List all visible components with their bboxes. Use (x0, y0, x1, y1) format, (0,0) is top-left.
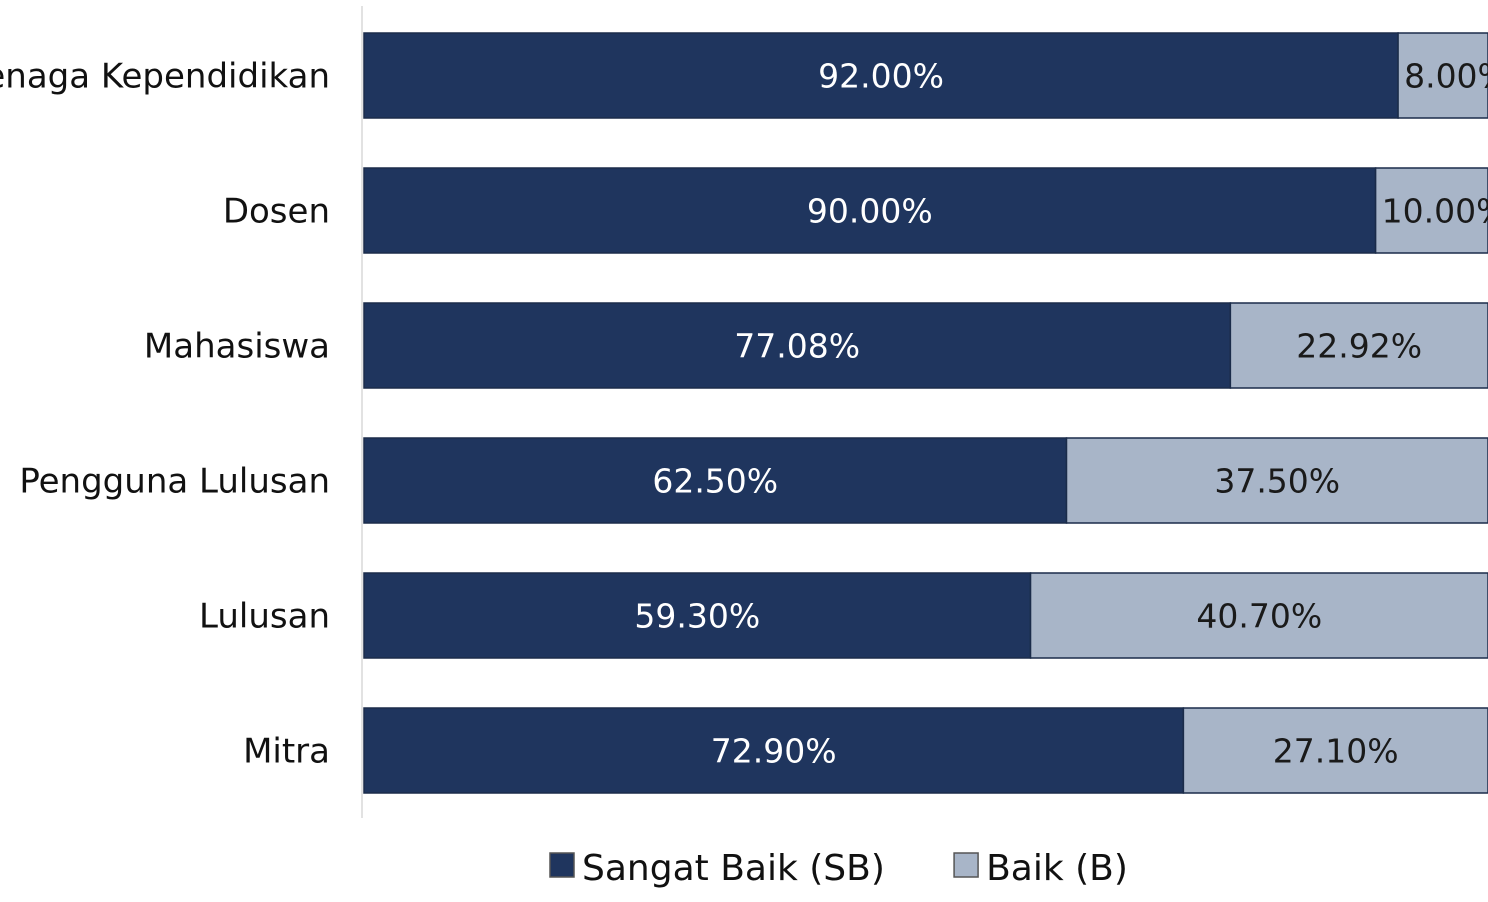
data-label-lulusan-sangat-baik: 59.30% (634, 596, 760, 635)
legend-label-sangat-baik: Sangat Baik (SB) (582, 848, 885, 889)
category-labels: Tenaga Kependidikan Dosen Mahasiswa Penggun… (0, 57, 330, 772)
data-label-mitra-baik: 27.10% (1273, 731, 1399, 770)
category-label-tenaga-kependidikan: Tenaga Kependidikan (0, 57, 330, 97)
data-label-mahasiswa-baik: 22.92% (1296, 326, 1422, 365)
data-label-tenaga-kependidikan-baik: 8.00% (1404, 56, 1488, 95)
legend-swatch-baik (954, 853, 978, 877)
data-label-dosen-sangat-baik: 90.00% (807, 191, 933, 230)
data-label-mitra-sangat-baik: 72.90% (711, 731, 837, 770)
data-label-dosen-baik: 10.00% (1382, 191, 1488, 230)
legend-swatch-sangat-baik (550, 853, 574, 877)
data-label-pengguna-lulusan-baik: 37.50% (1214, 461, 1340, 500)
category-label-dosen: Dosen (223, 192, 330, 232)
category-label-pengguna-lulusan: Pengguna Lulusan (19, 462, 330, 502)
data-label-lulusan-baik: 40.70% (1196, 596, 1322, 635)
bars-layer: 92.00% 8.00% 90.00% 10.00% 77.08% 22.92% 62.50… (364, 33, 1488, 793)
category-label-mitra: Mitra (243, 732, 330, 772)
data-label-tenaga-kependidikan-sangat-baik: 92.00% (818, 56, 944, 95)
legend: Sangat Baik (SB) Baik (B) (550, 848, 1128, 889)
data-label-pengguna-lulusan-sangat-baik: 62.50% (652, 461, 778, 500)
category-label-mahasiswa: Mahasiswa (144, 327, 330, 367)
category-label-lulusan: Lulusan (199, 597, 330, 637)
legend-label-baik: Baik (B) (986, 848, 1128, 889)
data-label-mahasiswa-sangat-baik: 77.08% (734, 326, 860, 365)
